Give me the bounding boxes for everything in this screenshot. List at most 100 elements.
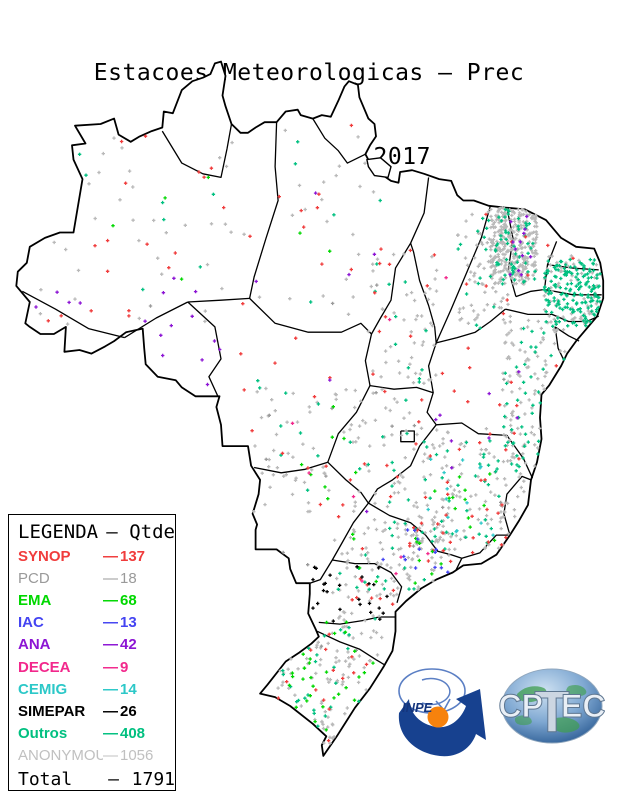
station-dots-iac — [381, 528, 450, 574]
legend-entry-count: 13 — [120, 614, 137, 632]
legend-header-dash: — — [106, 520, 118, 543]
legend-entry-dash: — — [103, 614, 118, 632]
state-border-5 — [187, 297, 250, 303]
figure-title-line1: Estacoes Meteorologicas — Prec — [93, 60, 525, 86]
legend-entry-label: ANA — [18, 636, 51, 654]
state-border-35 — [318, 616, 396, 625]
cptec-continent-1 — [517, 686, 547, 703]
legend-entry-count: 68 — [120, 591, 137, 609]
state-border-32 — [503, 475, 532, 536]
station-dots-ana — [34, 191, 533, 514]
legend-entry-label: SYNOP — [18, 547, 71, 565]
legend-row-ema: EMA —68 — [18, 589, 175, 611]
legend-total-dash: — — [108, 768, 119, 790]
state-border-30 — [368, 502, 463, 559]
legend-entry-dash: — — [103, 547, 118, 565]
legend-entry-count: 14 — [120, 680, 137, 698]
legend-entry-count: 9 — [120, 658, 129, 676]
state-border-25 — [253, 461, 328, 474]
legend-entry-dash: — — [103, 569, 118, 587]
state-border-28 — [367, 424, 437, 504]
legend-entry-label: CEMIG — [18, 680, 68, 698]
inpe-logo: INPE — [398, 668, 486, 757]
legend-entry-label: ANONYMOUS — [18, 747, 103, 765]
legend-total-count: 1791 — [131, 768, 175, 790]
cptec-logo-text-ec: EC — [561, 688, 605, 724]
legend-entry-dash: — — [103, 636, 118, 654]
state-border-7 — [249, 297, 372, 335]
cptec-continent-4 — [514, 715, 532, 726]
legend-entry-count: 137 — [120, 547, 146, 565]
legend-total-label: Total — [18, 768, 73, 790]
legend-header-qty: Qtde — [129, 520, 175, 543]
station-dots-decea — [290, 276, 448, 583]
legend-rows: SYNOP —137 PCD —18 EMA —68 IAC —13 ANA —42 DECEA —9… — [18, 545, 175, 767]
state-border-15 — [544, 288, 602, 296]
legend-row-decea: DECEA —9 — [18, 656, 175, 678]
legend-entry-dash: — — [103, 702, 118, 720]
state-border-8 — [370, 177, 430, 335]
state-border-24 — [327, 385, 371, 463]
legend-entry-count: 42 — [120, 636, 137, 654]
legend-row-anonymous: ANONYMOUS—1056 — [18, 745, 175, 767]
legend-entry-label: SIMEPAR — [18, 702, 86, 720]
state-border-6 — [187, 301, 222, 397]
state-border-23 — [369, 384, 434, 394]
station-dots-outros — [77, 140, 602, 728]
state-border-22 — [364, 333, 373, 386]
state-border-2 — [248, 122, 279, 299]
island-0 — [366, 157, 392, 179]
state-border-34 — [332, 559, 403, 603]
legend-entry-label: IAC — [18, 614, 44, 632]
state-border-33 — [455, 558, 463, 571]
legend-box: LEGENDA — Qtde SYNOP —137 PCD —18 EMA —68 IAC —… — [8, 514, 176, 791]
legend-row-simepar: SIMEPAR —26 — [18, 700, 175, 722]
legend-entry-dash: — — [103, 680, 118, 698]
legend-entry-count: 18 — [120, 569, 137, 587]
legend-row-iac: IAC —13 — [18, 612, 175, 634]
station-dots — [34, 123, 602, 746]
state-border-27 — [309, 502, 369, 584]
legend-entry-label: DECEA — [18, 658, 71, 676]
legend-header-label: LEGENDA — [18, 520, 99, 543]
station-dots-simepar — [311, 565, 389, 623]
state-border-36 — [317, 630, 386, 666]
cptec-continent-3 — [566, 685, 587, 697]
inpe-logo-text: INPE — [402, 700, 433, 715]
cptec-logo: T CP EC — [498, 668, 605, 746]
legend-entry-dash: — — [103, 658, 118, 676]
station-dots-ema — [111, 175, 497, 732]
cptec-logo-letter-t: T — [534, 680, 569, 745]
legend-row-cemig: CEMIG —14 — [18, 678, 175, 700]
state-border-3 — [21, 290, 125, 339]
cptec-continent-2 — [550, 717, 580, 733]
inpe-logo-swoosh — [398, 689, 486, 757]
station-dots-pcd — [148, 283, 506, 653]
station-dots-synop — [46, 123, 575, 743]
legend-entry-count: 408 — [120, 725, 146, 743]
state-border-4 — [124, 301, 189, 339]
inpe-logo-inner-spiral — [421, 677, 451, 706]
state-border-17 — [554, 326, 580, 342]
legend-row-pcd: PCD —18 — [18, 567, 175, 589]
legend-total-row: Total — 1791 — [18, 767, 175, 792]
legend-entry-count: 1056 — [120, 747, 154, 765]
legend-entry-dash: — — [103, 591, 118, 609]
station-dots-cemig — [426, 457, 495, 537]
legend-header: LEGENDA — Qtde — [18, 518, 175, 545]
state-border-0 — [161, 123, 233, 179]
legend-entry-label: Outros — [18, 725, 68, 743]
state-border-12 — [515, 288, 545, 298]
cptec-logo-text-cp: CP — [499, 688, 543, 724]
inpe-logo-orange-ball — [427, 706, 449, 728]
legend-entry-count: 26 — [120, 702, 137, 720]
legend-entry-dash: — — [103, 747, 118, 765]
legend-entry-dash: — — [103, 725, 118, 743]
legend-entry-label: PCD — [18, 569, 50, 587]
state-border-18 — [554, 326, 565, 361]
legend-row-ana: ANA —42 — [18, 634, 175, 656]
state-border-19 — [436, 308, 506, 344]
legend-row-synop: SYNOP —137 — [18, 545, 175, 567]
